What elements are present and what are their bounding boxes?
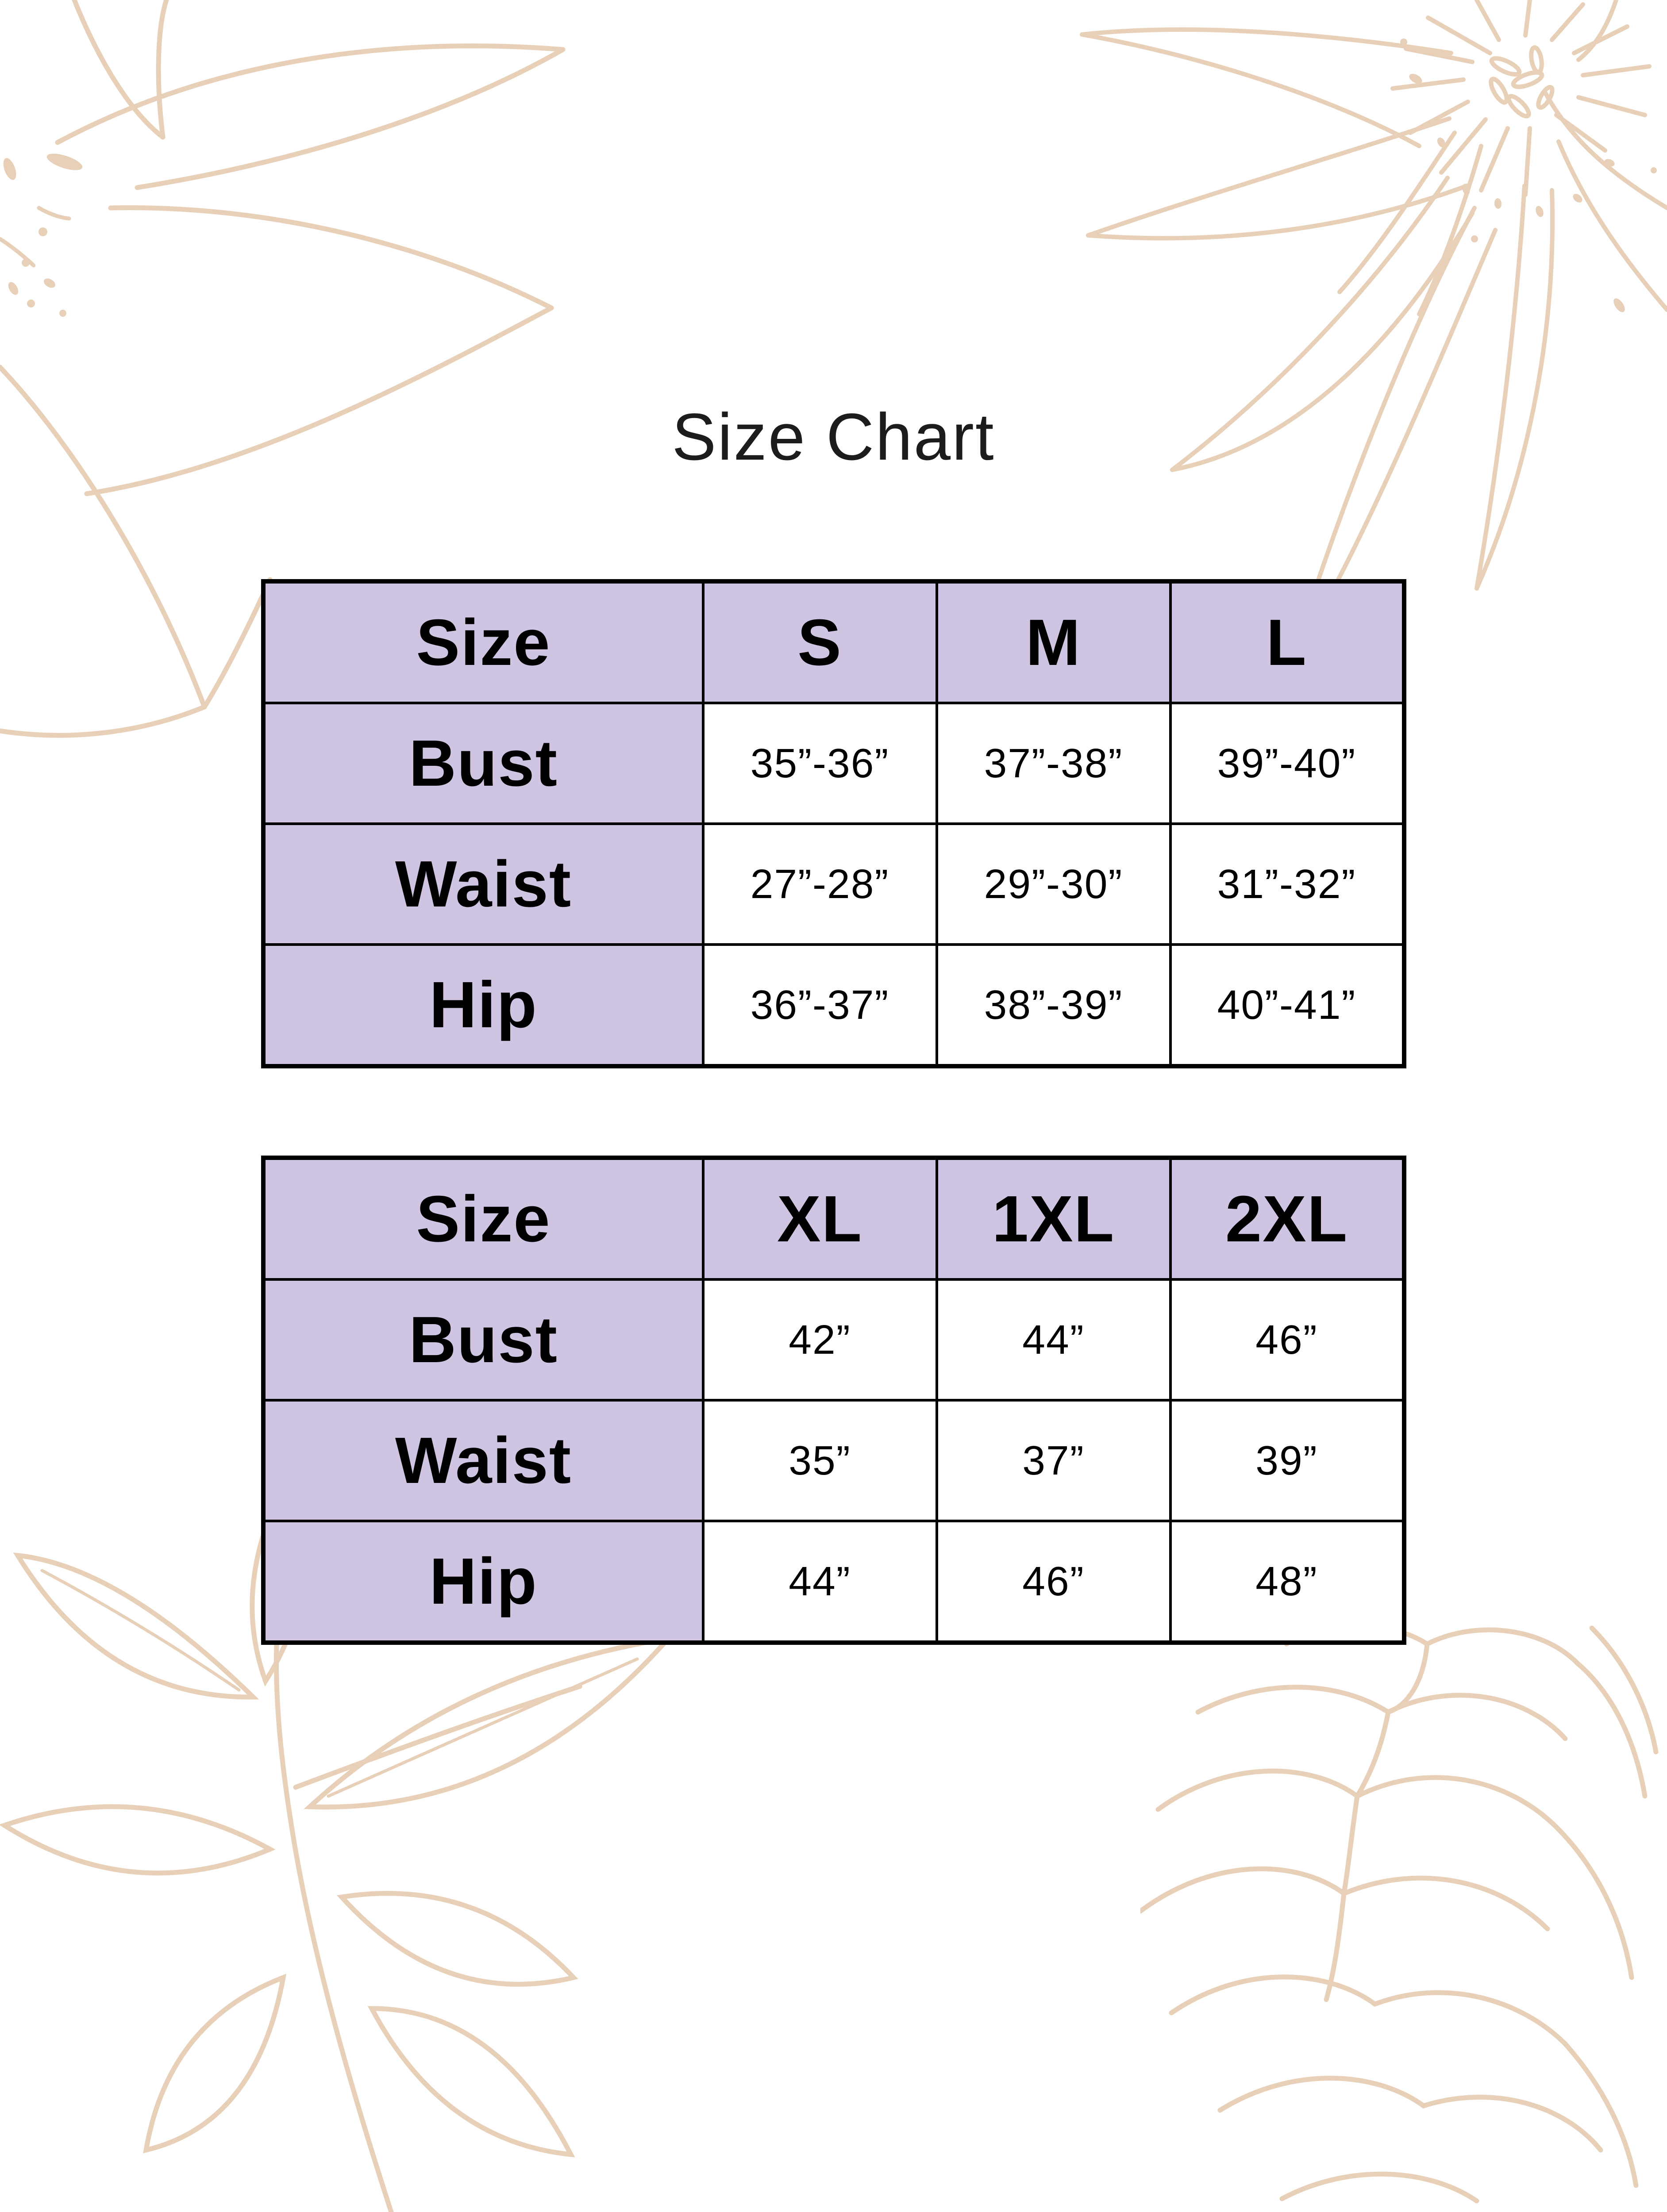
table-row: Hip 44” 46” 48” <box>262 1520 1405 1644</box>
cell-bust-xl: 42” <box>701 1278 938 1402</box>
cell-hip-l: 40”-41” <box>1169 943 1405 1068</box>
page-title: Size Chart <box>672 399 995 474</box>
cell-hip-xl: 44” <box>701 1520 938 1644</box>
peony-bottom-right-icon <box>1140 1623 1659 2204</box>
table-row: Waist 35” 37” 39” <box>262 1399 1405 1522</box>
size-table-xl-1xl-2xl: Size XL 1XL 2XL Bust 42” 44” 46” Waist 3… <box>261 1156 1406 1645</box>
cell-waist-2xl: 39” <box>1169 1399 1405 1522</box>
table-row: Bust 42” 44” 46” <box>262 1278 1405 1402</box>
table-row: Size XL 1XL 2XL <box>262 1156 1405 1281</box>
row-label-hip: Hip <box>262 1520 705 1644</box>
cell-bust-1xl: 44” <box>935 1278 1172 1402</box>
header-cell-size: Size <box>262 580 705 704</box>
header-cell-xl: XL <box>701 1156 938 1281</box>
header-cell-s: S <box>701 580 938 704</box>
table-row: Bust 35”-36” 37”-38” 39”-40” <box>262 702 1405 825</box>
header-cell-1xl: 1XL <box>935 1156 1172 1281</box>
header-cell-m: M <box>935 580 1172 704</box>
cell-waist-s: 27”-28” <box>701 822 938 946</box>
cell-bust-l: 39”-40” <box>1169 702 1405 825</box>
cell-waist-l: 31”-32” <box>1169 822 1405 946</box>
cell-waist-xl: 35” <box>701 1399 938 1522</box>
header-cell-size: Size <box>262 1156 705 1281</box>
table-row: Hip 36”-37” 38”-39” 40”-41” <box>262 943 1405 1068</box>
size-table-s-m-l: Size S M L Bust 35”-36” 37”-38” 39”-40” … <box>261 579 1406 1068</box>
table-row: Size S M L <box>262 580 1405 704</box>
cell-hip-1xl: 46” <box>935 1520 1172 1644</box>
cell-hip-m: 38”-39” <box>935 943 1172 1068</box>
row-label-bust: Bust <box>262 1278 705 1402</box>
row-label-bust: Bust <box>262 702 705 825</box>
cell-bust-2xl: 46” <box>1169 1278 1405 1402</box>
header-cell-2xl: 2XL <box>1169 1156 1405 1281</box>
cell-waist-m: 29”-30” <box>935 822 1172 946</box>
table-row: Waist 27”-28” 29”-30” 31”-32” <box>262 822 1405 946</box>
cell-bust-m: 37”-38” <box>935 702 1172 825</box>
cell-hip-2xl: 48” <box>1169 1520 1405 1644</box>
row-label-waist: Waist <box>262 1399 705 1522</box>
row-label-hip: Hip <box>262 943 705 1068</box>
cell-hip-s: 36”-37” <box>701 943 938 1068</box>
header-cell-l: L <box>1169 580 1405 704</box>
cell-bust-s: 35”-36” <box>701 702 938 825</box>
row-label-waist: Waist <box>262 822 705 946</box>
cell-waist-1xl: 37” <box>935 1399 1172 1522</box>
